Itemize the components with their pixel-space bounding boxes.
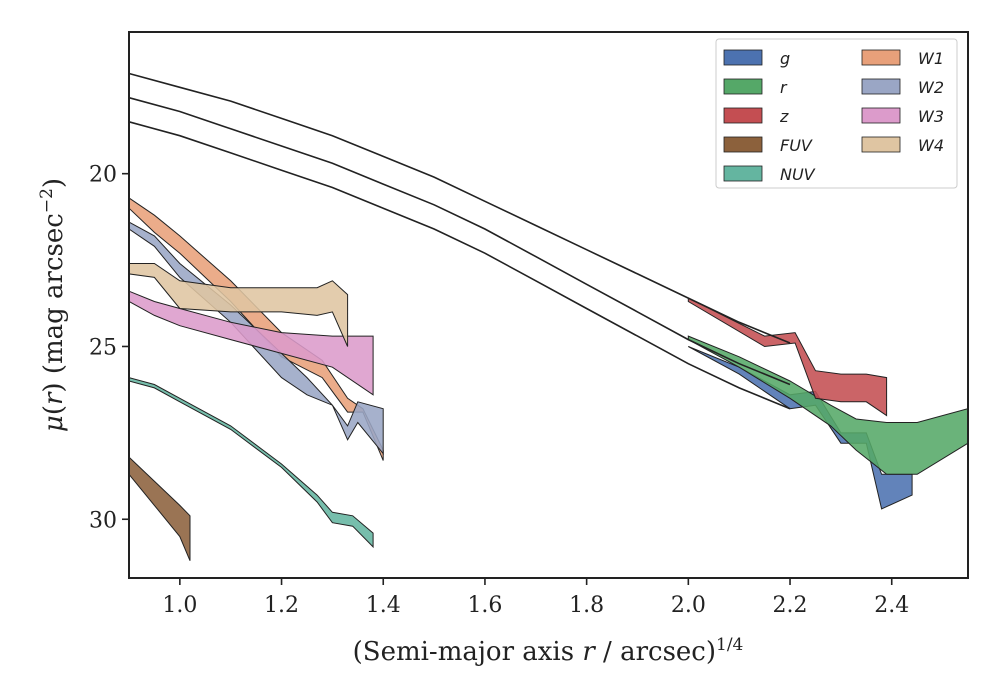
legend-swatch-z — [723, 107, 763, 124]
legend-swatch-nuv — [723, 165, 763, 182]
y-tick-label: 30 — [89, 508, 117, 533]
legend: grz FUV NUV W1 W2 W3 W4 — [715, 38, 958, 189]
x-tick-label: 2.4 — [874, 593, 909, 618]
series-bands — [128, 196, 969, 561]
legend-label-w1: W1 — [918, 49, 944, 68]
band-z — [687, 297, 888, 417]
y-tick-label: 25 — [89, 335, 117, 360]
legend-label-w2: W2 — [918, 78, 944, 97]
model-lines — [128, 72, 791, 410]
x-tick-label: 1.2 — [264, 593, 299, 618]
legend-swatch-w2 — [861, 78, 901, 95]
y-ticks: 20 25 30 — [89, 163, 129, 533]
legend-label-z: z — [779, 107, 789, 126]
x-tick-label: 2.2 — [773, 593, 808, 618]
band-fuv — [128, 455, 191, 561]
legend-label-w4: W4 — [918, 136, 944, 155]
y-axis-label: μ(r) (mag arcsec−2) — [37, 178, 69, 432]
x-tick-label: 1.6 — [467, 593, 502, 618]
y-tick-label: 20 — [89, 163, 117, 188]
legend-swatch-w3 — [861, 107, 901, 124]
legend-swatch-w1 — [861, 49, 901, 66]
model-line-2 — [128, 96, 791, 386]
legend-label-fuv: FUV — [780, 136, 813, 155]
legend-swatch-w4 — [861, 136, 901, 153]
model-line-3 — [128, 121, 791, 410]
band-w1 — [128, 196, 384, 461]
band-w3 — [128, 290, 374, 396]
x-tick-label: 1.8 — [569, 593, 604, 618]
legend-label-g: g — [780, 49, 790, 68]
band-w4 — [128, 263, 349, 347]
legend-swatch-g — [723, 49, 763, 66]
x-tick-label: 2.0 — [671, 593, 706, 618]
x-tick-label: 1.4 — [366, 593, 401, 618]
legend-items: grz FUV NUV W1 W2 W3 W4 — [723, 49, 944, 184]
x-tick-label: 1.0 — [162, 593, 197, 618]
x-ticks: 1.0 1.2 1.4 1.6 1.8 2.0 2.2 2.4 — [162, 578, 909, 618]
legend-label-nuv: NUV — [780, 165, 816, 184]
model-line-1 — [128, 72, 791, 344]
legend-label-w3: W3 — [918, 107, 944, 126]
legend-swatch-fuv — [723, 136, 763, 153]
legend-swatch-r — [723, 78, 763, 95]
x-axis-label: (Semi-major axis r / arcsec)1/4 — [353, 635, 744, 667]
band-nuv — [128, 376, 374, 549]
band-r — [687, 335, 969, 475]
legend-label-r: r — [780, 78, 788, 97]
plot-frame — [128, 31, 969, 579]
